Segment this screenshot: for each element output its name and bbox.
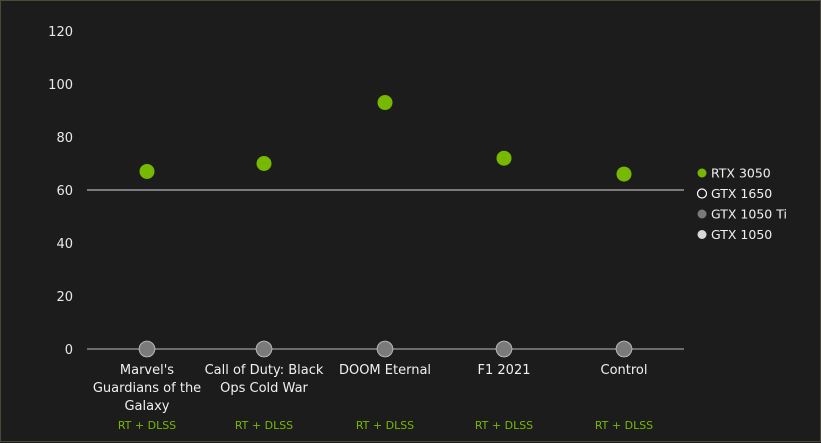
data-point-gtx-1050-ti — [139, 341, 155, 357]
legend-marker — [697, 230, 707, 239]
x-category-subtitle: RT + DLSS — [475, 419, 533, 432]
legend-label: GTX 1050 Ti — [711, 207, 787, 222]
x-category-label: Marvel's — [120, 363, 174, 378]
data-point-gtx-1050-ti — [496, 341, 512, 357]
data-point-gtx-1050-ti — [256, 341, 272, 357]
x-category-subtitle: RT + DLSS — [356, 419, 414, 432]
data-point-gtx-1050-ti — [377, 341, 393, 357]
data-point-rtx-3050 — [496, 150, 512, 166]
legend-marker — [697, 209, 707, 219]
legend-marker — [696, 188, 708, 199]
data-point-rtx-3050 — [616, 166, 632, 182]
x-category-label: DOOM Eternal — [339, 363, 431, 378]
y-tick-label: 40 — [56, 237, 73, 252]
x-category-label: Call of Duty: Black — [205, 363, 324, 378]
y-tick-label: 80 — [56, 131, 73, 146]
y-tick-label: 20 — [56, 290, 73, 305]
x-category-label: F1 2021 — [478, 363, 531, 378]
x-category-label: Control — [601, 363, 648, 378]
x-category-label: Galaxy — [124, 399, 169, 414]
data-point-gtx-1050-ti — [616, 341, 632, 357]
x-category-label: Guardians of the — [93, 381, 201, 396]
y-tick-label: 60 — [56, 184, 73, 199]
legend-label: GTX 1650 — [711, 186, 772, 201]
data-point-rtx-3050 — [256, 156, 272, 171]
legend-label: RTX 3050 — [711, 166, 771, 181]
data-point-rtx-3050 — [377, 95, 393, 111]
x-category-subtitle: RT + DLSS — [595, 419, 653, 432]
y-tick-label: 100 — [48, 78, 73, 93]
y-tick-label: 120 — [48, 25, 73, 40]
data-point-rtx-3050 — [139, 163, 155, 179]
x-category-subtitle: RT + DLSS — [118, 419, 176, 432]
y-tick-label: 0 — [65, 343, 73, 358]
legend-label: GTX 1050 — [711, 227, 772, 242]
x-category-label: Ops Cold War — [220, 381, 308, 396]
legend-marker — [697, 168, 707, 178]
x-category-subtitle: RT + DLSS — [235, 419, 293, 432]
